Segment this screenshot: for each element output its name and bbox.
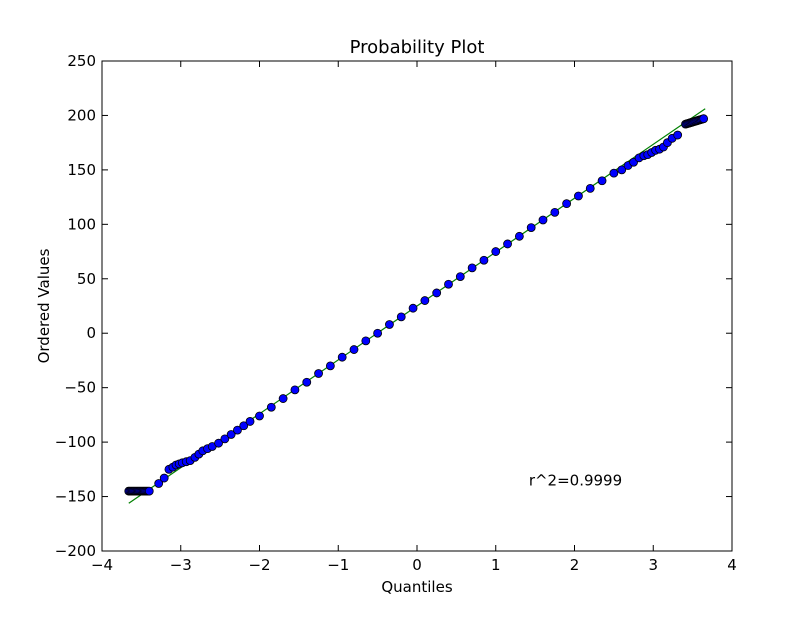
- y-tick-label: −200: [55, 542, 96, 560]
- data-point: [514, 231, 524, 241]
- data-point: [325, 361, 335, 371]
- y-tick-label: 50: [77, 270, 96, 288]
- data-point: [233, 425, 242, 435]
- x-tick-label: −3: [170, 556, 192, 574]
- data-point: [361, 336, 371, 346]
- data-point: [699, 114, 709, 124]
- x-tick-label: 1: [491, 556, 501, 574]
- data-point: [245, 417, 255, 426]
- data-points-layer: [124, 114, 709, 496]
- data-point: [526, 223, 536, 233]
- y-axis-label: Ordered Values: [35, 248, 53, 363]
- data-point: [574, 191, 583, 201]
- data-point: [432, 288, 442, 298]
- data-point: [255, 411, 264, 421]
- data-point: [479, 255, 489, 265]
- x-tick-label: 4: [727, 556, 737, 574]
- y-tick-label: −50: [64, 379, 96, 397]
- data-point: [337, 352, 347, 362]
- data-point: [538, 215, 548, 225]
- data-point: [373, 328, 383, 338]
- y-tick-label: −100: [55, 433, 96, 451]
- data-point: [503, 239, 512, 249]
- data-point: [385, 320, 394, 329]
- x-tick-label: 2: [570, 556, 580, 574]
- axis-ticks-layer: −4 −3 −2 −1 0 1 2 3 4 −200 −150 −100 −50 0 50 100 150 200…: [55, 52, 737, 574]
- data-point: [467, 263, 477, 273]
- data-point: [278, 394, 288, 403]
- x-tick-label: 3: [648, 556, 658, 574]
- data-point: [585, 183, 595, 193]
- x-tick-label: −4: [91, 556, 113, 574]
- data-point: [226, 430, 236, 439]
- x-axis-label: Quantiles: [381, 578, 452, 596]
- chart-title: Probability Plot: [350, 37, 485, 58]
- x-tick-label: −2: [248, 556, 270, 574]
- data-point: [420, 296, 430, 305]
- data-point: [314, 369, 323, 378]
- data-point: [214, 438, 223, 448]
- data-point: [144, 486, 154, 496]
- data-point: [562, 199, 572, 209]
- x-tick-label: 0: [412, 556, 422, 574]
- y-tick-label: 100: [67, 215, 96, 233]
- r-squared-annotation: r^2=0.9999: [529, 472, 622, 490]
- data-point: [408, 303, 418, 313]
- data-point: [220, 434, 230, 444]
- data-point: [597, 176, 607, 186]
- data-point: [266, 402, 276, 412]
- data-point: [455, 272, 465, 282]
- y-tick-label: 150: [67, 161, 96, 179]
- data-point: [302, 377, 312, 387]
- y-tick-label: 250: [67, 52, 96, 70]
- data-point: [444, 279, 453, 289]
- data-point: [491, 247, 501, 256]
- y-tick-label: 200: [67, 106, 96, 124]
- data-point: [290, 385, 300, 395]
- data-point: [154, 479, 164, 488]
- y-tick-label: 0: [86, 324, 96, 342]
- data-point: [239, 421, 249, 431]
- y-tick-label: −150: [55, 488, 96, 506]
- data-point: [159, 473, 169, 483]
- data-point: [550, 207, 560, 217]
- data-point: [396, 312, 406, 322]
- data-point: [617, 165, 627, 175]
- data-point: [349, 345, 359, 354]
- data-point: [609, 168, 619, 178]
- x-tick-label: −1: [327, 556, 349, 574]
- data-point: [673, 130, 683, 140]
